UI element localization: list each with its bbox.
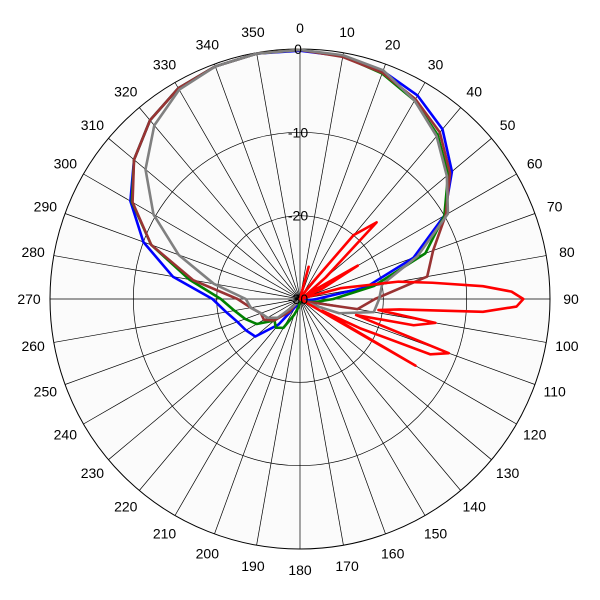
- angle-gridline: [83, 173, 301, 300]
- radial-tick-label: 0: [294, 41, 302, 57]
- angle-tick-label: 350: [241, 24, 265, 40]
- series-line-4: [144, 48, 450, 320]
- angle-tick-label: 40: [466, 83, 482, 99]
- angle-gridline: [299, 298, 426, 516]
- angle-gridline: [299, 63, 386, 300]
- angle-gridline: [256, 52, 301, 300]
- angle-gridline: [299, 82, 426, 300]
- angle-tick-label: 280: [21, 244, 45, 260]
- angle-tick-label: 60: [527, 156, 543, 172]
- angle-gridline: [299, 298, 492, 460]
- angle-tick-label: 120: [523, 427, 547, 443]
- angle-gridline: [299, 298, 386, 535]
- angle-tick-label: 210: [153, 526, 177, 542]
- angle-tick-label: 130: [496, 465, 520, 481]
- angle-tick-label: 140: [463, 499, 487, 515]
- angle-tick-label: 240: [54, 427, 78, 443]
- angle-tick-label: 0: [296, 20, 304, 36]
- angle-gridline: [53, 298, 301, 343]
- angle-tick-label: 300: [54, 156, 78, 172]
- angle-gridline: [139, 107, 301, 300]
- angle-tick-label: 170: [335, 558, 359, 574]
- radial-tick-label: -20: [288, 208, 308, 224]
- angle-tick-label: 340: [196, 36, 220, 52]
- angle-tick-label: 230: [81, 465, 105, 481]
- angle-gridline: [214, 298, 301, 535]
- angle-tick-label: 30: [428, 56, 444, 72]
- radial-gridline: [132, 131, 468, 467]
- angle-gridline: [108, 138, 301, 300]
- angle-tick-label: 180: [288, 562, 312, 578]
- angle-tick-label: 250: [34, 384, 58, 400]
- angle-gridline: [214, 63, 301, 300]
- angle-gridline: [64, 213, 301, 300]
- angle-tick-label: 270: [17, 291, 41, 307]
- radial-tick-label: -30: [288, 291, 308, 307]
- tick-labels: 0 10 20 30 40 50 60 70 80 90 100 110 120 130 140 150 160…: [17, 20, 579, 578]
- angle-tick-label: 160: [381, 546, 405, 562]
- angle-gridline: [53, 255, 301, 300]
- angle-tick-label: 100: [555, 338, 579, 354]
- angle-tick-label: 320: [114, 83, 138, 99]
- angle-gridline: [174, 298, 301, 516]
- angle-tick-label: 70: [547, 198, 563, 214]
- angle-tick-label: 220: [114, 499, 138, 515]
- angle-tick-label: 50: [500, 117, 516, 133]
- angle-tick-label: 330: [153, 56, 177, 72]
- angle-gridline: [299, 298, 344, 546]
- angle-tick-label: 150: [424, 526, 448, 542]
- angle-tick-label: 310: [81, 117, 105, 133]
- angle-tick-label: 260: [21, 338, 45, 354]
- angle-gridline: [299, 52, 344, 300]
- series-group: [129, 48, 525, 367]
- radial-gridline: [216, 215, 384, 383]
- angle-gridline: [174, 82, 301, 300]
- angle-tick-label: 190: [241, 558, 265, 574]
- angle-tick-label: 20: [385, 36, 401, 52]
- series-line-5: [298, 221, 525, 367]
- angle-gridline: [139, 298, 301, 491]
- angle-gridline: [108, 298, 301, 460]
- angle-tick-label: 290: [34, 198, 58, 214]
- angle-tick-label: 110: [543, 384, 566, 400]
- angle-tick-label: 90: [563, 291, 579, 307]
- angle-tick-label: 10: [339, 24, 355, 40]
- angle-tick-label: 80: [559, 244, 575, 260]
- angle-gridline: [299, 298, 461, 491]
- angle-gridline: [256, 298, 301, 546]
- radial-tick-label: -10: [288, 124, 308, 140]
- angle-tick-label: 200: [196, 546, 220, 562]
